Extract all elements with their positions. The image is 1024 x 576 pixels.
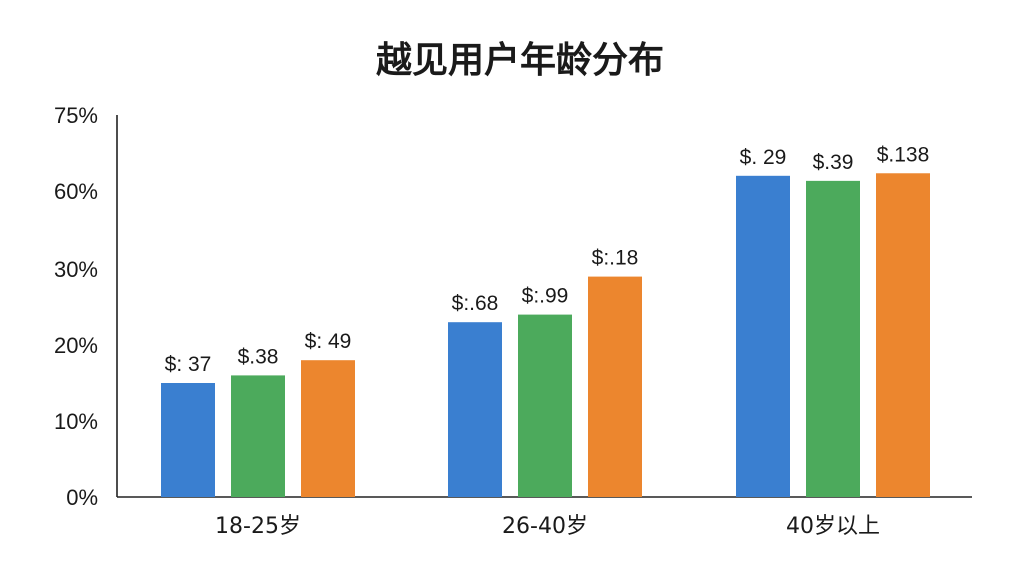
y-tick-label: 20%	[54, 333, 98, 358]
bar	[806, 180, 860, 497]
bar	[231, 375, 285, 497]
y-tick-label: 75%	[54, 103, 98, 128]
bar-value-label: $: 37	[165, 353, 212, 376]
bar	[301, 360, 355, 497]
bar-value-label: $.138	[877, 143, 930, 166]
category-labels-group: 18-25岁 26-40岁 40岁以上	[215, 514, 880, 539]
bar	[161, 383, 215, 497]
bar	[876, 173, 930, 497]
x-category-label: 40岁以上	[786, 514, 880, 539]
bar-value-label: $:.68	[452, 292, 499, 315]
bar-value-label: $:.99	[522, 285, 569, 308]
y-tick-label: 30%	[54, 257, 98, 282]
bar	[736, 175, 790, 498]
bar-value-label: $:.18	[592, 247, 639, 270]
y-tick-label: 0%	[66, 485, 98, 510]
bar	[518, 314, 572, 497]
bar-value-label: $.39	[813, 151, 854, 174]
x-category-label: 26-40岁	[502, 514, 588, 539]
bar-value-label: $: 49	[305, 330, 352, 353]
chart-title: 越见用户年龄分布	[376, 40, 664, 81]
x-category-label: 18-25岁	[215, 514, 301, 539]
bars-group	[161, 173, 930, 498]
y-tick-label: 60%	[54, 179, 98, 204]
bar	[588, 276, 642, 497]
value-labels-group: $: 37 $.38 $: 49 $:.68 $:.99 $:.18 $. 29 $.39 $.…	[165, 143, 930, 376]
bar	[448, 322, 502, 497]
y-axis-ticks: 0% 10% 20% 30% 60% 75%	[54, 103, 98, 510]
bar-value-label: $.38	[238, 345, 279, 368]
y-tick-label: 10%	[54, 409, 98, 434]
bar-value-label: $. 29	[740, 146, 787, 169]
